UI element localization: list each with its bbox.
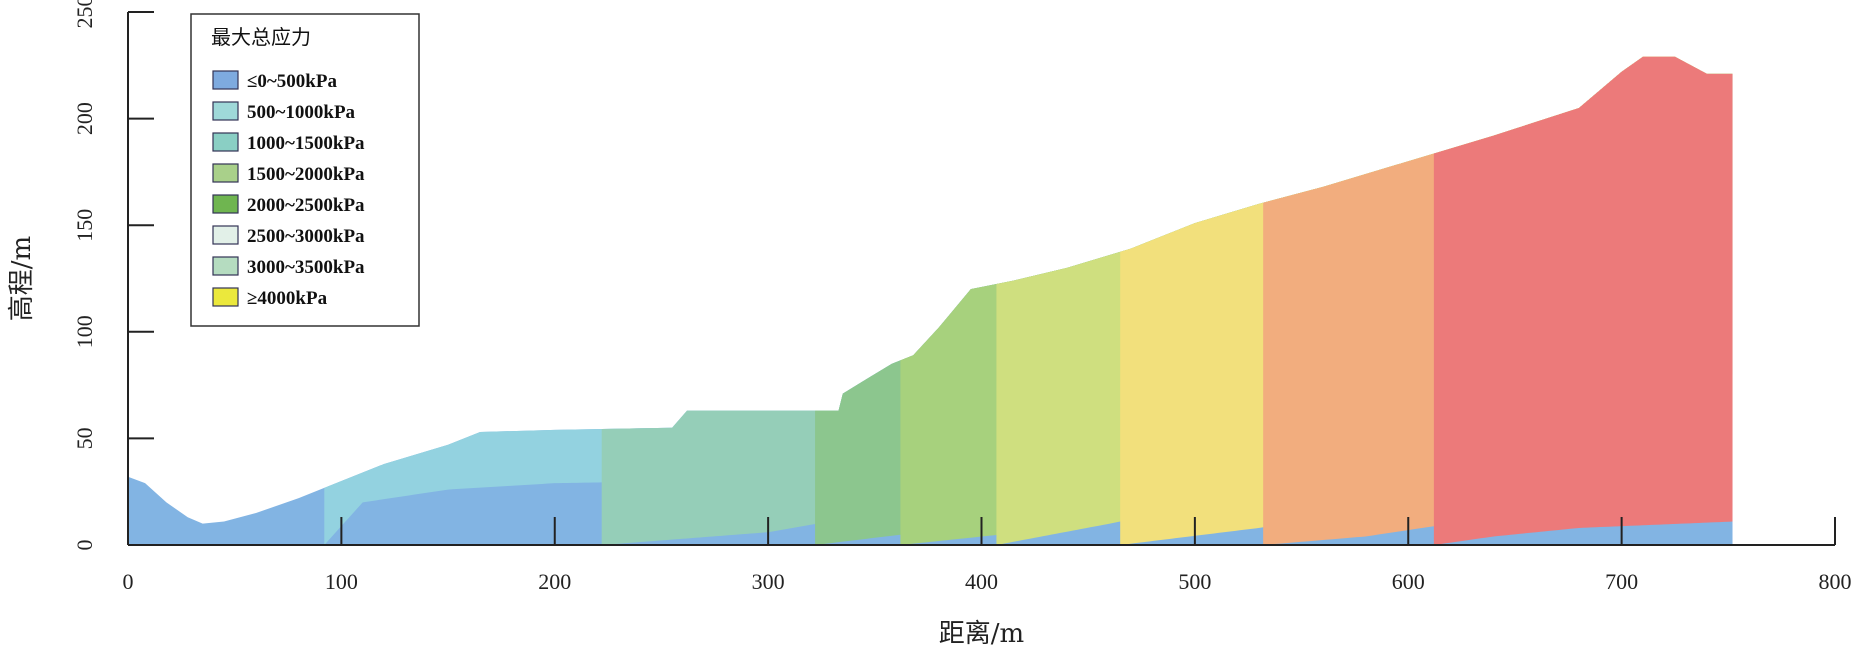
y-tick-label: 200 bbox=[72, 102, 97, 135]
legend-label: ≥4000kPa bbox=[247, 288, 328, 309]
x-tick-label: 0 bbox=[123, 569, 134, 594]
legend-swatch bbox=[212, 163, 239, 183]
legend: 最大总应力 ≤0~500kPa 500~1000kPa 1000~1500kPa 15… bbox=[190, 13, 420, 327]
x-tick-label: 300 bbox=[752, 569, 785, 594]
legend-label: 1000~1500kPa bbox=[247, 133, 365, 154]
legend-label: 3000~3500kPa bbox=[247, 257, 365, 278]
x-tick-label: 200 bbox=[538, 569, 571, 594]
legend-swatch bbox=[212, 101, 239, 121]
legend-swatch bbox=[212, 287, 239, 307]
x-tick-label: 800 bbox=[1819, 569, 1852, 594]
y-axis-title: 高程/m bbox=[7, 236, 37, 321]
legend-label: 500~1000kPa bbox=[247, 102, 356, 123]
y-tick-label: 50 bbox=[72, 427, 97, 449]
x-tick-label: 500 bbox=[1178, 569, 1211, 594]
stress-band-9 bbox=[1433, 56, 1733, 545]
x-tick-label: 700 bbox=[1605, 569, 1638, 594]
legend-label: 2000~2500kPa bbox=[247, 195, 365, 216]
legend-label: 2500~3000kPa bbox=[247, 226, 365, 247]
x-tick-label: 100 bbox=[325, 569, 358, 594]
legend-label: 1500~2000kPa bbox=[247, 164, 365, 185]
x-axis-title: 距离/m bbox=[939, 619, 1024, 647]
y-tick-label: 250 bbox=[72, 0, 97, 29]
x-tick-label: 400 bbox=[965, 569, 998, 594]
tick-labels: 0 100 200 300 400 500 600 700 800 0 50 100 150 200 250 bbox=[72, 0, 1852, 594]
legend-swatch bbox=[212, 256, 239, 276]
axes bbox=[127, 12, 1835, 546]
y-tick-label: 100 bbox=[72, 315, 97, 348]
legend-swatch bbox=[212, 194, 239, 214]
legend-entries: ≤0~500kPa 500~1000kPa 1000~1500kPa 1500~200… bbox=[212, 70, 365, 309]
legend-swatch bbox=[212, 225, 239, 245]
x-tick-label: 600 bbox=[1392, 569, 1425, 594]
y-tick-label: 0 bbox=[72, 540, 97, 551]
legend-swatch bbox=[212, 132, 239, 152]
legend-title: 最大总应力 bbox=[211, 25, 311, 49]
y-tick-label: 150 bbox=[72, 209, 97, 242]
legend-label: ≤0~500kPa bbox=[247, 71, 337, 92]
legend-swatch bbox=[212, 70, 239, 90]
